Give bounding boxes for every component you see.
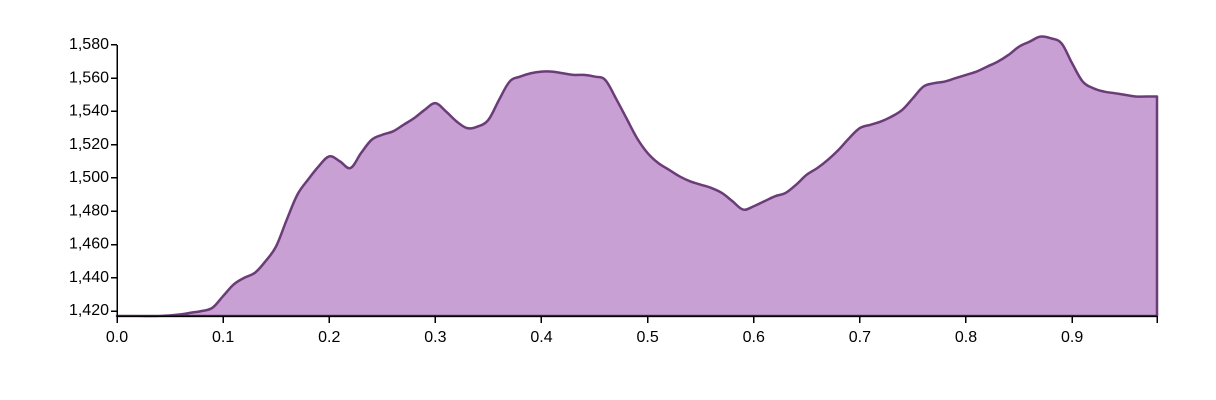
x-axis: 0.0 0.1 0.2 0.3 0.4 0.5 0.6 0.7 0.8 0.9 <box>106 315 1158 346</box>
x-tick-label: 0.2 <box>318 329 340 346</box>
y-tick-label: 1,480 <box>69 202 109 219</box>
y-tick-label: 1,560 <box>69 69 109 86</box>
area-series <box>115 35 1159 318</box>
x-tick-label: 0.7 <box>849 329 871 346</box>
x-tick-label: 0.9 <box>1061 329 1083 346</box>
y-tick-label: 1,580 <box>69 36 109 53</box>
x-tick-label: 0.6 <box>743 329 765 346</box>
x-tick-label: 0.4 <box>530 329 552 346</box>
y-tick-label: 1,540 <box>69 103 109 120</box>
x-tick-label: 0.0 <box>106 329 128 346</box>
y-tick-label: 1,500 <box>69 169 109 186</box>
x-tick-label: 0.1 <box>212 329 234 346</box>
x-tick-label: 0.5 <box>636 329 658 346</box>
y-tick-label: 1,520 <box>69 136 109 153</box>
y-tick-label: 1,440 <box>69 269 109 286</box>
x-tick-label: 0.8 <box>955 329 977 346</box>
plot-area <box>115 35 1159 318</box>
y-tick-label: 1,420 <box>69 302 109 319</box>
y-axis: 1,420 1,440 1,460 1,480 1,500 1,520 1,540 1,560… <box>69 36 118 319</box>
y-tick-label: 1,460 <box>69 236 109 253</box>
x-tick-label: 0.3 <box>424 329 446 346</box>
